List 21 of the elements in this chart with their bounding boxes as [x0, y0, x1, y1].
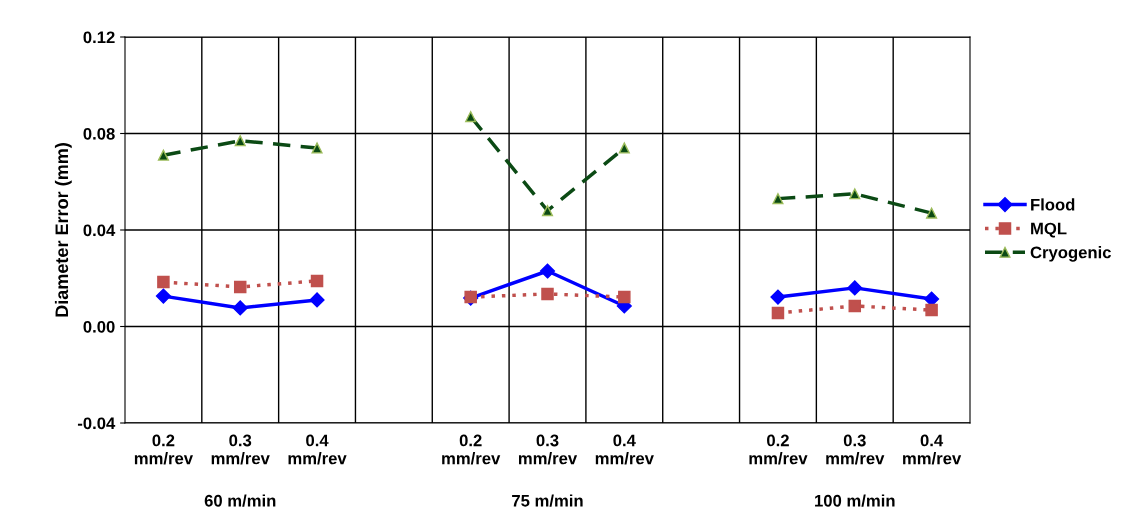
y-tick-label: 0.00	[83, 320, 115, 333]
x-tick-label: 0.4 mm/rev	[903, 434, 962, 465]
x-tick-label: 0.3 mm/rev	[826, 434, 885, 465]
x-tick-label: 0.2 mm/rev	[442, 434, 501, 465]
legend-label: Flood	[1031, 198, 1075, 211]
y-tick-label: 0.04	[83, 224, 116, 237]
text: 75 m/min	[512, 494, 583, 507]
x-tick-label: 0.3 mm/rev	[211, 434, 270, 465]
legend-label: Cryogenic	[1030, 246, 1112, 262]
y-tick-label: 0.08	[83, 127, 115, 140]
y-tick-label: 0.12	[83, 31, 115, 44]
x-tick-label: 0.2 mm/rev	[749, 434, 808, 465]
x-tick-label: 0.3 mm/rev	[518, 434, 578, 465]
x-tick-label: 0.2 mm/rev	[134, 434, 193, 465]
x-tick-label: 0.4 mm/rev	[595, 434, 654, 465]
text: 60 m/min	[204, 494, 276, 507]
y-tick-label: -0.04	[77, 417, 116, 430]
y-axis-title: Diameter Error (mm)	[54, 143, 72, 317]
text: 100 m/min	[815, 494, 895, 507]
x-tick-label: 0.4 mm/rev	[288, 434, 347, 465]
legend-label: MQL	[1031, 222, 1067, 238]
